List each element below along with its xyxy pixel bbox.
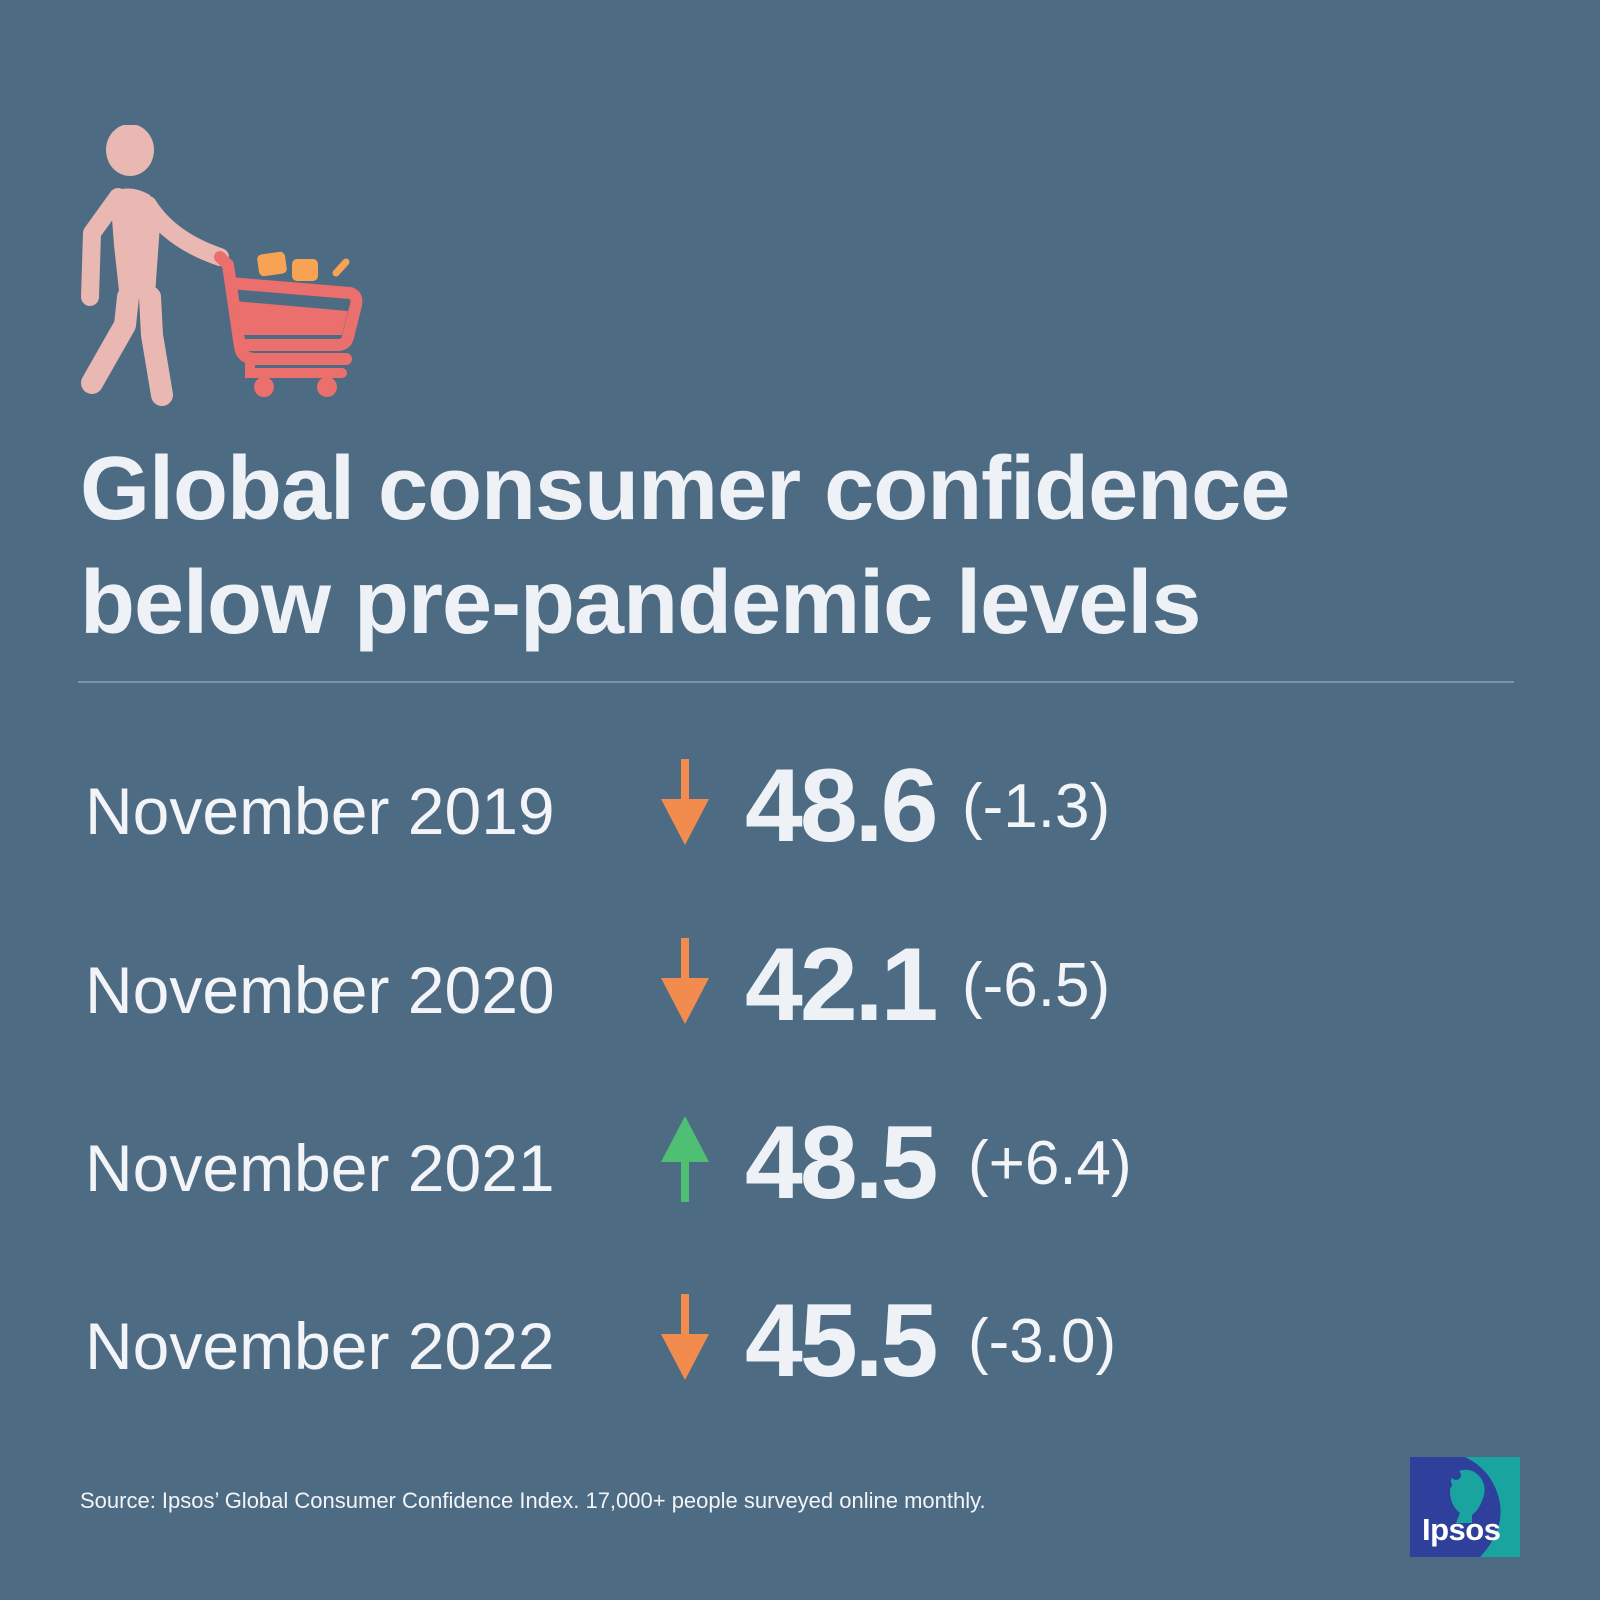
change-value: (-6.5) [962, 951, 1111, 1020]
index-value: 42.1 [745, 927, 938, 1043]
page-title: Global consumer confidence below pre-pan… [80, 432, 1520, 660]
up-arrow-icon [661, 1116, 709, 1202]
period-label: November 2022 [85, 1309, 555, 1383]
change-value: (+6.4) [968, 1129, 1132, 1198]
table-row: November 2021 48.5 (+6.4) [0, 1105, 1600, 1222]
change-value: (-1.3) [962, 772, 1111, 841]
title-line-1: Global consumer confidence [80, 439, 1290, 539]
shopper-with-cart-icon [80, 124, 370, 415]
index-value: 45.5 [745, 1283, 938, 1399]
period-label: November 2021 [85, 1131, 555, 1205]
down-arrow-icon [661, 938, 709, 1024]
table-row: November 2020 42.1 (-6.5) [0, 927, 1600, 1044]
divider [78, 681, 1514, 683]
change-value: (-3.0) [968, 1307, 1117, 1376]
title-line-2: below pre-pandemic levels [80, 553, 1201, 653]
table-row: November 2022 45.5 (-3.0) [0, 1283, 1600, 1400]
index-value: 48.5 [745, 1105, 938, 1221]
source-note: Source: Ipsos’ Global Consumer Confidenc… [80, 1488, 986, 1513]
down-arrow-icon [661, 1294, 709, 1380]
ipsos-logo-icon [1410, 1457, 1520, 1557]
down-arrow-icon [661, 759, 709, 845]
period-label: November 2020 [85, 953, 555, 1027]
index-value: 48.6 [745, 748, 938, 864]
ipsos-logo-text: Ipsos [1422, 1512, 1501, 1547]
period-label: November 2019 [85, 774, 555, 848]
table-row: November 2019 48.6 (-1.3) [0, 748, 1600, 865]
